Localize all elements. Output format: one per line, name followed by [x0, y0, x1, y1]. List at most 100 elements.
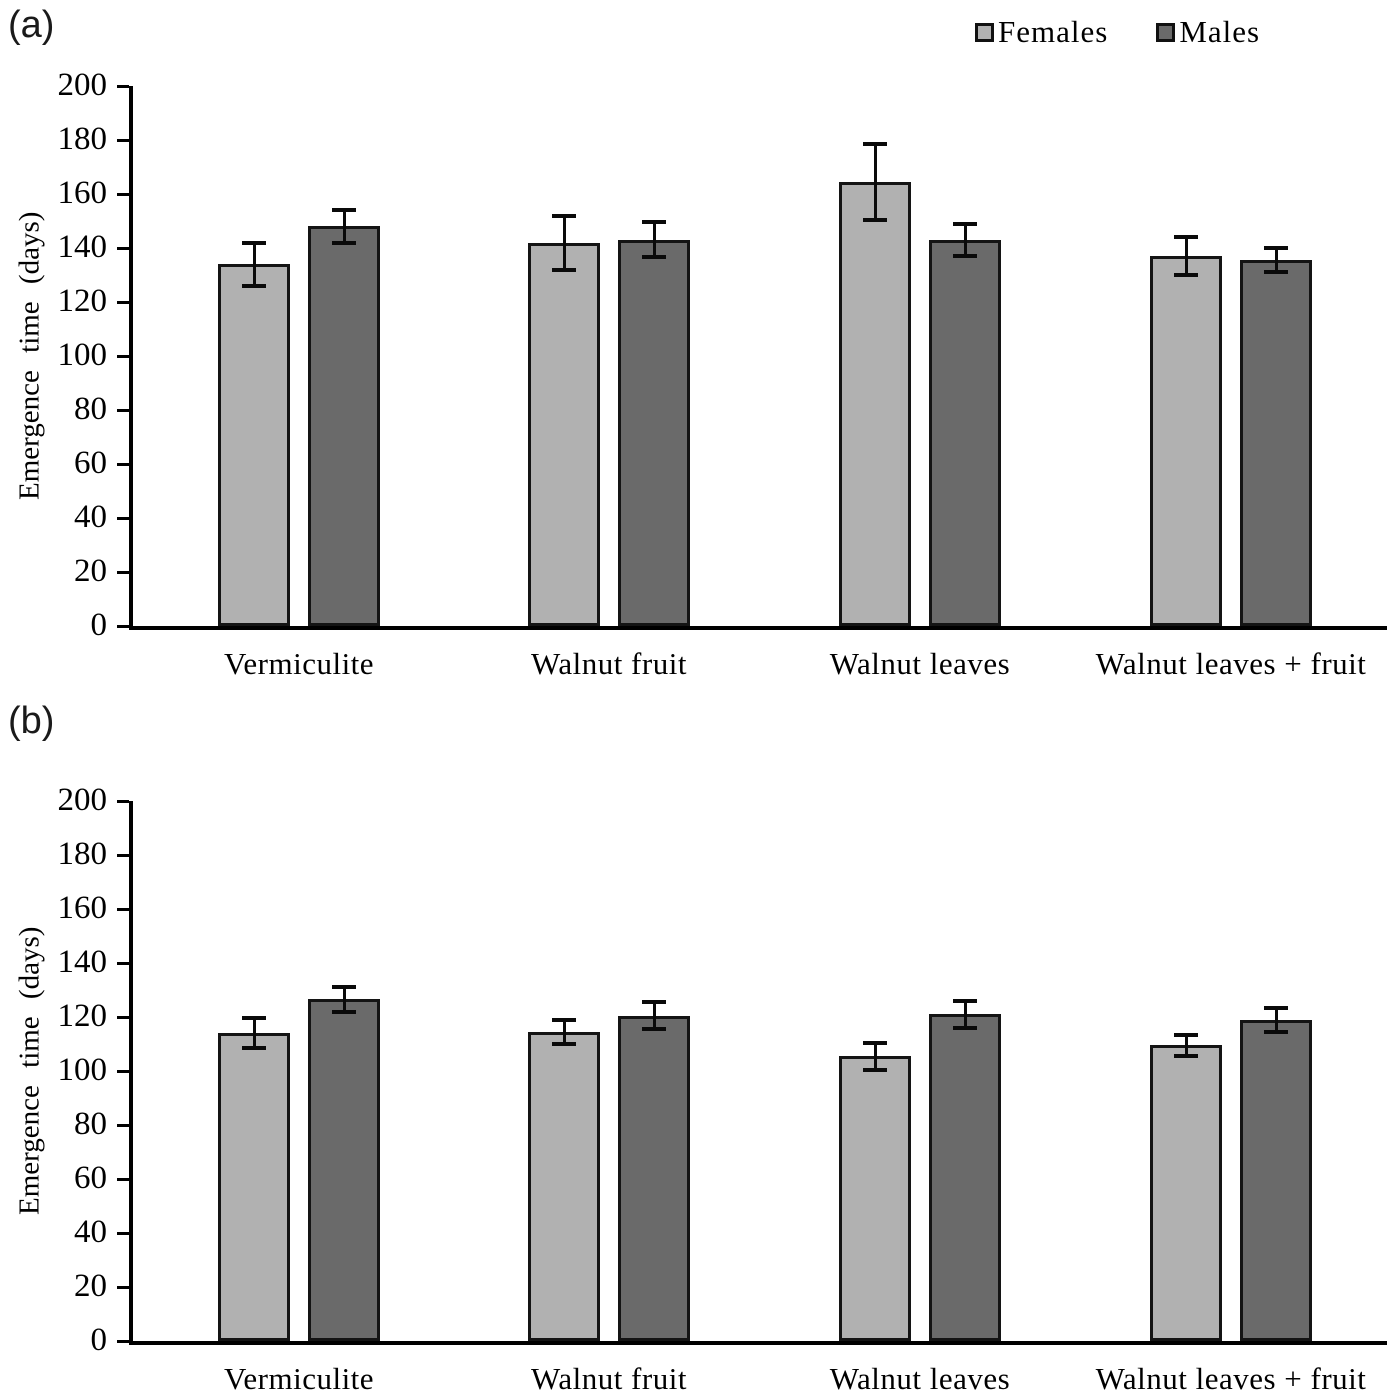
- error-bar-cap: [332, 208, 356, 213]
- error-bar-cap: [332, 1009, 356, 1014]
- error-bar-cap: [242, 240, 266, 245]
- error-bar-cap: [863, 142, 887, 147]
- bar-females-1: [218, 264, 290, 626]
- x-axis-category-label: Vermiculite: [223, 646, 375, 681]
- error-bar: [873, 144, 877, 220]
- x-axis-category-label: Walnut leaves: [829, 646, 1011, 681]
- bar-females-1: [218, 1033, 290, 1341]
- error-bar: [252, 242, 256, 286]
- y-axis-tick: [117, 570, 129, 574]
- error-bar: [342, 987, 346, 1012]
- error-bar-cap: [1264, 246, 1288, 250]
- error-bar: [1274, 1007, 1278, 1032]
- y-axis-tick-label: 180: [57, 836, 108, 872]
- y-axis-tick-label: 120: [57, 998, 108, 1034]
- males-swatch-icon: [1156, 22, 1176, 42]
- error-bar: [252, 1018, 256, 1049]
- error-bar: [1184, 1034, 1188, 1057]
- error-bar: [342, 210, 346, 243]
- error-bar-cap: [953, 221, 977, 226]
- panel-a-plot-area: 0 20 40 60 80 100 120 140 160 180 200 Vermiculite Wa…: [58, 69, 1387, 681]
- error-bar-cap: [242, 283, 266, 288]
- error-bar-cap: [1264, 1029, 1288, 1034]
- y-axis-tick-label: 60: [74, 445, 107, 481]
- error-bar: [652, 222, 656, 258]
- females-swatch-icon: [975, 22, 994, 42]
- bar-males-2: [618, 239, 690, 626]
- bar-males-3: [929, 239, 1001, 626]
- error-bar: [1184, 237, 1188, 275]
- bar-males-4: [1240, 1019, 1312, 1341]
- y-axis-tick-label: 120: [57, 283, 108, 319]
- bar-females-4: [1150, 256, 1222, 626]
- error-bar-cap: [953, 1025, 977, 1030]
- y-axis-tick: [117, 1069, 129, 1073]
- y-axis-tick-label: 0: [90, 1322, 108, 1358]
- bar-males-1: [308, 999, 380, 1341]
- y-axis-tick: [117, 192, 129, 196]
- error-bar: [1274, 248, 1278, 273]
- error-bar-cap: [552, 1042, 576, 1046]
- y-axis-tick-label: 140: [57, 944, 108, 980]
- y-axis-tick: [117, 799, 129, 803]
- error-bar-cap: [552, 267, 576, 272]
- x-axis-category-label: Walnut fruit: [531, 1361, 687, 1396]
- y-axis-tick-label: 200: [57, 67, 108, 103]
- y-axis-tick: [117, 624, 129, 628]
- x-axis-category-label: Walnut fruit: [531, 646, 687, 681]
- legend: Females Males: [975, 14, 1260, 50]
- y-axis-tick: [117, 1177, 129, 1181]
- panel-a-letter: (a): [8, 4, 55, 46]
- y-axis-tick: [117, 961, 129, 965]
- y-axis-tick-label: 40: [74, 1214, 107, 1250]
- y-axis-tick: [117, 516, 129, 520]
- error-bar: [562, 1019, 566, 1044]
- error-bar-cap: [642, 1000, 666, 1005]
- error-bar: [963, 223, 967, 257]
- y-axis-tick: [117, 1339, 129, 1343]
- y-axis-tick: [117, 354, 129, 358]
- x-axis-category-label: Walnut leaves: [829, 1361, 1011, 1396]
- y-axis-tick-label: 80: [74, 1106, 107, 1142]
- bar-females-4: [1150, 1045, 1222, 1341]
- x-axis-category-label: Vermiculite: [223, 1361, 375, 1396]
- error-bar-cap: [642, 220, 666, 225]
- bar-females-3: [839, 1056, 911, 1341]
- bar-males-3: [929, 1014, 1001, 1341]
- error-bar-cap: [552, 1017, 576, 1022]
- y-axis-tick: [117, 408, 129, 412]
- y-axis-tick-label: 40: [74, 499, 107, 535]
- error-bar: [562, 215, 566, 270]
- legend-item-males: Males: [1156, 14, 1260, 50]
- bar-males-1: [308, 226, 380, 626]
- error-bar: [963, 1000, 967, 1028]
- bar-females-2: [528, 242, 600, 626]
- error-bar: [873, 1042, 877, 1070]
- y-axis-tick: [117, 300, 129, 304]
- error-bar-cap: [863, 217, 887, 222]
- error-bar-cap: [863, 1040, 887, 1045]
- legend-label-females: Females: [998, 14, 1109, 49]
- error-bar-cap: [242, 1016, 266, 1021]
- error-bar-cap: [953, 998, 977, 1003]
- panel-b-plot-area: 0 20 40 60 80 100 120 140 160 180 200 Vermiculite Wa…: [58, 784, 1387, 1396]
- error-bar-cap: [1264, 270, 1288, 275]
- bar-females-2: [528, 1031, 600, 1341]
- error-bar-cap: [1174, 1054, 1198, 1059]
- error-bar-cap: [1174, 235, 1198, 240]
- bar-males-4: [1240, 260, 1312, 626]
- y-axis-tick-label: 180: [57, 121, 108, 157]
- y-axis-tick-label: 140: [57, 229, 108, 265]
- y-axis-tick-label: 160: [57, 175, 108, 211]
- y-axis-tick-label: 80: [74, 391, 107, 427]
- y-axis-tick: [117, 853, 129, 857]
- y-axis-tick: [117, 84, 129, 88]
- y-axis-tick-label: 20: [74, 1268, 107, 1304]
- error-bar-cap: [1264, 1005, 1288, 1010]
- error-bar-cap: [863, 1067, 887, 1072]
- error-bar-cap: [552, 213, 576, 218]
- bar-females-3: [839, 181, 911, 626]
- error-bar-cap: [332, 985, 356, 990]
- error-bar-cap: [242, 1046, 266, 1051]
- y-axis-tick: [117, 462, 129, 466]
